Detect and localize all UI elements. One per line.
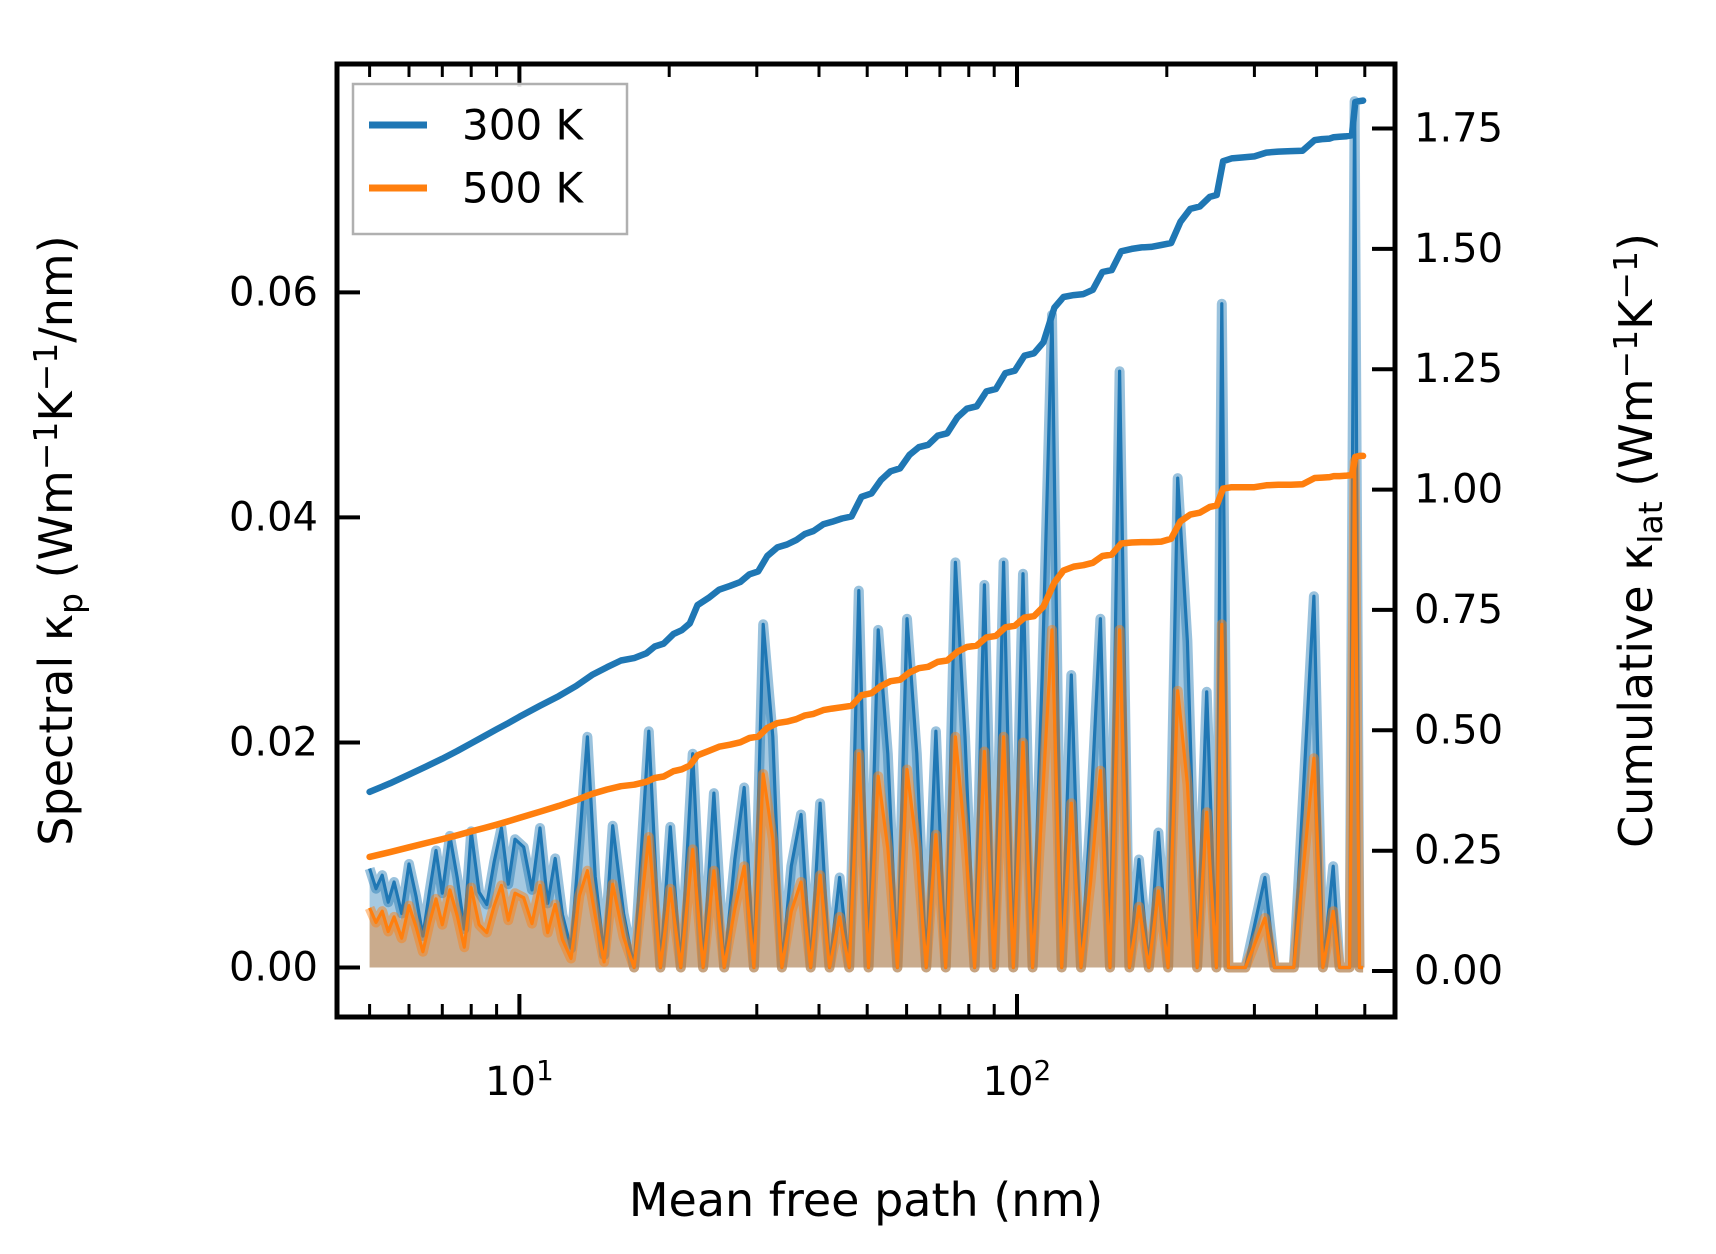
y-left-tick-label: 0.02 (229, 720, 318, 766)
y-left-tick-label: 0.06 (229, 269, 318, 315)
y-right-tick-label: 0.25 (1414, 828, 1503, 874)
cumulative-300k-line (366, 97, 1367, 796)
x-axis-label: Mean free path (nm) (629, 1173, 1103, 1227)
x-tick-label: 102 (983, 1054, 1052, 1105)
y-right-tick-label: 1.75 (1414, 106, 1503, 152)
spectral-500k-line (368, 459, 1364, 970)
y-right-tick-label: 0.50 (1414, 707, 1503, 753)
axis-ticks (337, 64, 1395, 1017)
y-right-tick-label: 1.25 (1414, 346, 1503, 392)
cumulative-500k-line (366, 452, 1367, 861)
y-right-tick-label: 0.00 (1414, 948, 1503, 994)
legend-label-300k: 300 K (462, 101, 585, 150)
y-right-tick-label: 1.50 (1414, 226, 1503, 272)
y-left-tick-label: 0.04 (229, 494, 318, 540)
plot-series (364, 96, 1367, 973)
tick-labels: 0.00 0.02 0.04 0.06 0.00 0.25 0.50 0.75 1.00 1.25… (229, 106, 1503, 1106)
y-right-tick-label: 1.00 (1414, 467, 1503, 513)
y-right-tick-label: 0.75 (1414, 587, 1503, 633)
y-axis-label-right: Cumulative κlat (Wm−1K−1) (1606, 233, 1670, 848)
legend-box (351, 82, 629, 236)
legend-label-500k: 500 K (462, 164, 585, 213)
x-tick-label: 101 (485, 1054, 554, 1105)
y-left-tick-label: 0.00 (229, 945, 318, 991)
legend: 300 K 500 K (351, 82, 629, 236)
y-axis-label-left: Spectral κp (Wm−1K−1/nm) (26, 235, 90, 845)
